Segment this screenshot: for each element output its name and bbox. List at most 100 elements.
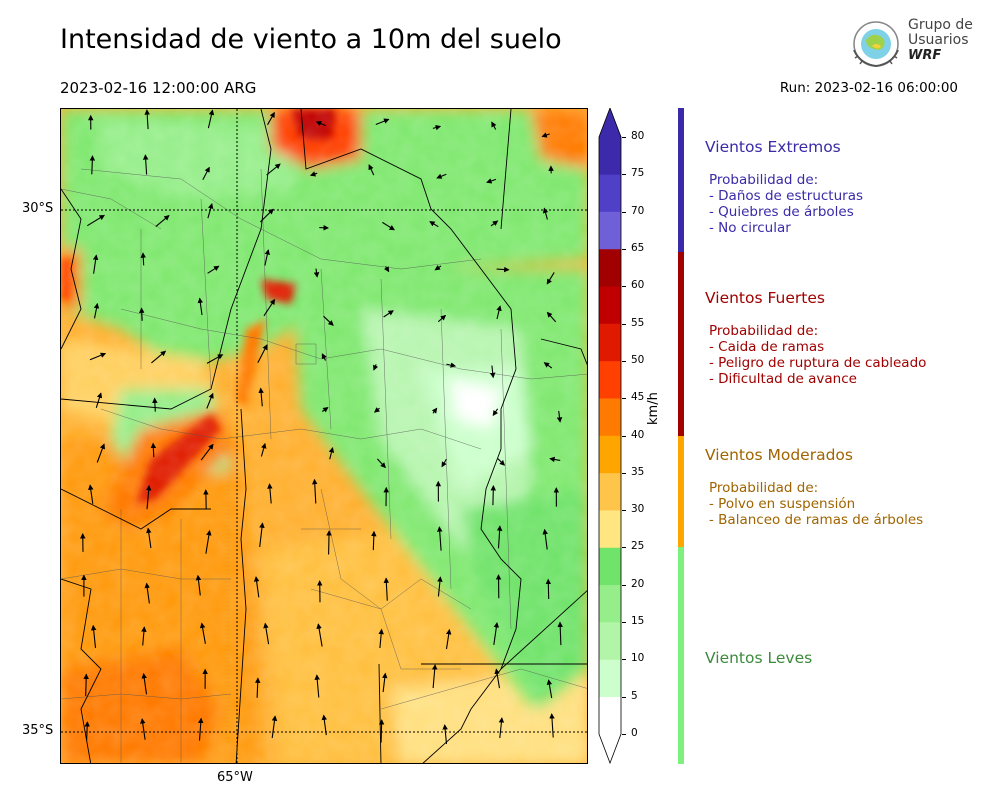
wind-arrow	[88, 484, 94, 504]
colorbar-tick-mark	[622, 323, 626, 325]
wind-arrow	[383, 266, 390, 273]
wind-arrow	[321, 353, 327, 361]
colorbar-bin	[599, 137, 621, 175]
colorbar-bin	[599, 323, 621, 362]
colorbar-tick-mark	[622, 435, 626, 437]
wind-arrow	[496, 525, 503, 549]
wind-arrow	[205, 529, 212, 554]
colorbar-tick-mark	[622, 472, 626, 474]
colorbar-outline	[598, 108, 622, 764]
wind-arrow	[89, 155, 96, 175]
category-title-extremos: Vientos Extremos	[705, 138, 841, 156]
wind-arrow	[139, 307, 145, 321]
wind-arrow	[309, 171, 318, 177]
colorbar-tick-label: 50	[631, 353, 645, 366]
wind-arrow	[206, 354, 224, 364]
wind-arrow	[83, 673, 89, 697]
wind-arrow	[382, 221, 395, 231]
wind-arrow	[207, 265, 220, 274]
wind-arrow	[142, 154, 149, 175]
wind-arrow	[546, 311, 557, 323]
wind-arrow	[150, 442, 157, 458]
wind-arrow	[371, 530, 377, 551]
wind-arrow	[144, 109, 150, 130]
wind-arrow	[315, 121, 327, 127]
colorbar-bin	[599, 360, 621, 399]
wind-arrow	[549, 456, 561, 463]
wind-arrow	[312, 478, 318, 504]
wind-arrow	[257, 344, 268, 363]
colorbar-tick-mark	[622, 659, 626, 661]
wind-arrow	[264, 249, 271, 266]
wind-arrow	[489, 365, 496, 379]
wind-arrow	[557, 621, 563, 646]
wind-arrow	[207, 109, 215, 129]
wind-arrow	[140, 718, 146, 740]
colorbar-tick-mark	[622, 286, 626, 288]
wind-arrow	[493, 621, 500, 645]
wind-arrow	[313, 268, 320, 278]
wind-arrow	[432, 124, 442, 131]
wind-arrow	[260, 208, 274, 223]
colorbar-tick-label: 80	[631, 130, 645, 142]
wind-arrow	[151, 350, 167, 364]
category-desc-fuertes: Probabilidad de: - Caida de ramas - Peli…	[709, 323, 927, 387]
colorbar-tick-label: 60	[631, 279, 645, 292]
logo-text: Grupo de Usuarios WRF	[908, 17, 973, 64]
wind-arrow	[429, 221, 439, 228]
colorbar-tick-label: 30	[631, 503, 645, 516]
wind-arrow	[383, 310, 394, 318]
colorbar-tick-label: 25	[631, 540, 645, 553]
wind-arrow	[144, 582, 150, 604]
wind-arrow	[195, 574, 202, 596]
wind-arrow	[199, 622, 206, 644]
colorbar-tick-label: 0	[631, 727, 638, 739]
wind-arrow	[258, 387, 264, 407]
wind-arrow	[549, 713, 555, 738]
wind-arrow	[200, 443, 214, 461]
colorbar-tick-mark	[622, 547, 626, 549]
wind-arrow	[323, 315, 334, 326]
wind-arrow	[490, 484, 497, 506]
legend-bar-fuertes	[678, 252, 684, 436]
colorbar-tick-label: 15	[631, 615, 645, 628]
wind-arrow	[437, 314, 447, 323]
wind-arrow	[152, 397, 158, 412]
wind-arrow	[496, 305, 502, 320]
wind-arrow	[546, 679, 553, 699]
category-title-fuertes: Vientos Fuertes	[705, 289, 825, 307]
wind-arrow	[141, 626, 147, 646]
wind-arrow	[446, 362, 457, 368]
colorbar-bin	[599, 174, 621, 212]
wind-arrow	[326, 530, 332, 555]
wind-arrow	[373, 407, 380, 413]
run-time: Run: 2023-02-16 06:00:00	[779, 80, 958, 96]
legend-bar-leves	[678, 547, 684, 764]
wind-arrow	[206, 392, 214, 409]
colorbar-tick-mark	[622, 398, 626, 400]
colorbar-bin	[599, 696, 621, 735]
colorbar-tick-mark	[622, 622, 626, 624]
wind-arrow	[436, 173, 447, 179]
colorbar-bin	[599, 286, 621, 324]
wind-arrow	[314, 674, 320, 698]
wind-arrow	[541, 132, 550, 138]
wind-arrow	[542, 207, 549, 220]
colorbar-bin	[599, 472, 621, 511]
wind-arrow	[146, 527, 152, 549]
wind-arrow	[140, 252, 147, 266]
wind-arrow	[436, 526, 443, 551]
colorbar-tick-label: 40	[631, 428, 645, 441]
lat-label-30s: 30°S	[22, 201, 54, 216]
wind-arrow	[368, 164, 375, 176]
colorbar-tick-label: 35	[631, 465, 645, 478]
wind-arrow	[546, 272, 555, 285]
wind-arrow	[316, 623, 323, 647]
colorbar-tick-mark	[622, 137, 626, 138]
wind-arrow	[198, 717, 204, 741]
wind-arrow	[431, 407, 438, 414]
colorbar-over-triangle	[599, 108, 621, 137]
wind-arrow	[441, 458, 447, 468]
colorbar-tick-mark	[622, 248, 626, 250]
wind-arrow	[375, 118, 390, 126]
